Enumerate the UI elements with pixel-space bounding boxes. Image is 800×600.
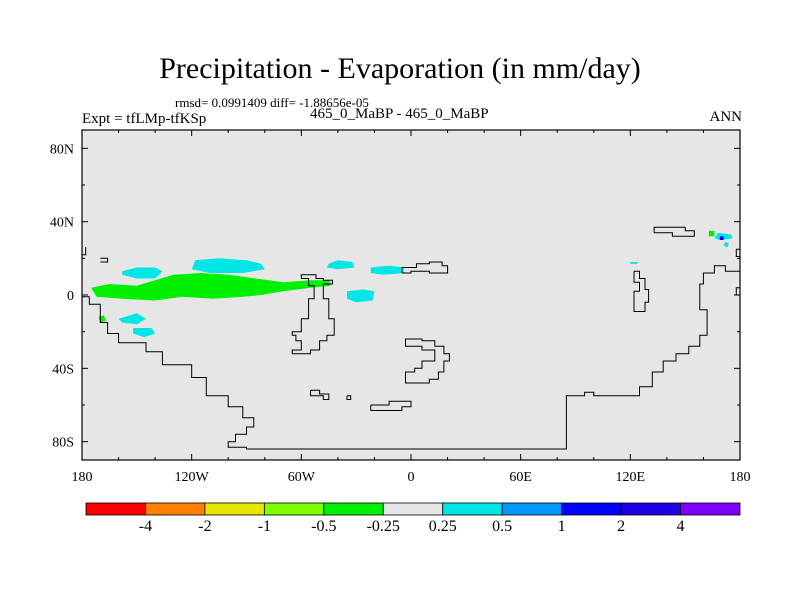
shaded-region-3: [122, 267, 163, 279]
coastline-0: [100, 257, 109, 263]
experiment-label: Expt = tfLMp-tfKSp: [82, 111, 207, 127]
x-tick-label-1: 120W: [175, 470, 210, 485]
shaded-region-5: [326, 260, 355, 270]
colorbar-box-3: [263, 502, 325, 516]
shaded-region-11: [714, 232, 733, 240]
y-tick-label-0: 80N: [50, 142, 74, 157]
colorbar-label-4: -0.25: [367, 518, 400, 535]
colorbar-label-0: -4: [139, 518, 152, 535]
colorbar-label-3: -0.5: [311, 518, 336, 535]
colorbar-label-1: -2: [198, 518, 211, 535]
y-tick-label-3: 40S: [52, 362, 74, 377]
colorbar-label-5: 0.25: [429, 518, 457, 535]
x-tick-label-5: 120E: [616, 470, 646, 485]
colorbar-label-8: 2: [617, 518, 625, 535]
x-tick-label-2: 60W: [288, 470, 316, 485]
coastline-9: [633, 270, 650, 312]
coastline-11: [735, 248, 740, 257]
shaded-region-8: [118, 313, 146, 325]
shaded-region-12: [723, 241, 729, 248]
coastline-10: [653, 226, 695, 237]
coastline-2: [82, 247, 87, 256]
y-tick-label-1: 40N: [50, 216, 74, 231]
chart-title: Precipitation - Evaporation (in mm/day): [159, 52, 641, 85]
colorbar-label-9: 4: [677, 518, 685, 535]
colorbar-box-8: [561, 502, 622, 516]
coastline-3: [291, 274, 335, 355]
colorbar-box-9: [620, 502, 681, 516]
shaded-region-2: [708, 230, 715, 237]
colorbar-box-6: [442, 502, 503, 516]
x-tick-label-6: 180: [730, 470, 751, 485]
colorbar-box-1: [145, 502, 206, 516]
coastline-8: [310, 389, 330, 400]
stats-text: rmsd= 0.0991409 diff= -1.88656e-05: [175, 95, 369, 110]
shaded-region-6: [370, 265, 404, 275]
colorbar-label-6: 0.5: [492, 518, 512, 535]
center-label: 465_0_MaBP - 465_0_MaBP: [310, 106, 489, 122]
shaded-region-10: [630, 262, 638, 264]
shaded-region-7: [347, 289, 375, 303]
coastline-5: [405, 338, 450, 384]
shaded-region-13: [719, 236, 724, 240]
coastline-6: [346, 395, 352, 400]
colorbar-box-10: [680, 502, 741, 516]
season-label: ANN: [709, 109, 743, 125]
y-tick-label-4: 80S: [52, 436, 74, 451]
colorbar-label-2: -1: [258, 518, 271, 535]
colorbar-box-5: [382, 502, 444, 516]
colorbar-box-2: [204, 502, 265, 516]
coastline-4: [401, 261, 449, 274]
colorbar-box-4: [323, 502, 384, 516]
colorbar-label-7: 1: [558, 518, 566, 535]
shaded-region-4: [191, 258, 265, 273]
colorbar-box-7: [501, 502, 563, 516]
coastline-7: [370, 400, 412, 411]
shaded-region-0: [91, 273, 331, 301]
x-tick-label-4: 60E: [509, 470, 532, 485]
shaded-region-9: [133, 328, 156, 338]
x-tick-label-3: 0: [408, 470, 415, 485]
coastline-1: [82, 265, 740, 450]
y-tick-label-2: 0: [67, 289, 74, 304]
colorbar-box-0: [85, 502, 146, 516]
x-tick-label-0: 180: [72, 470, 93, 485]
